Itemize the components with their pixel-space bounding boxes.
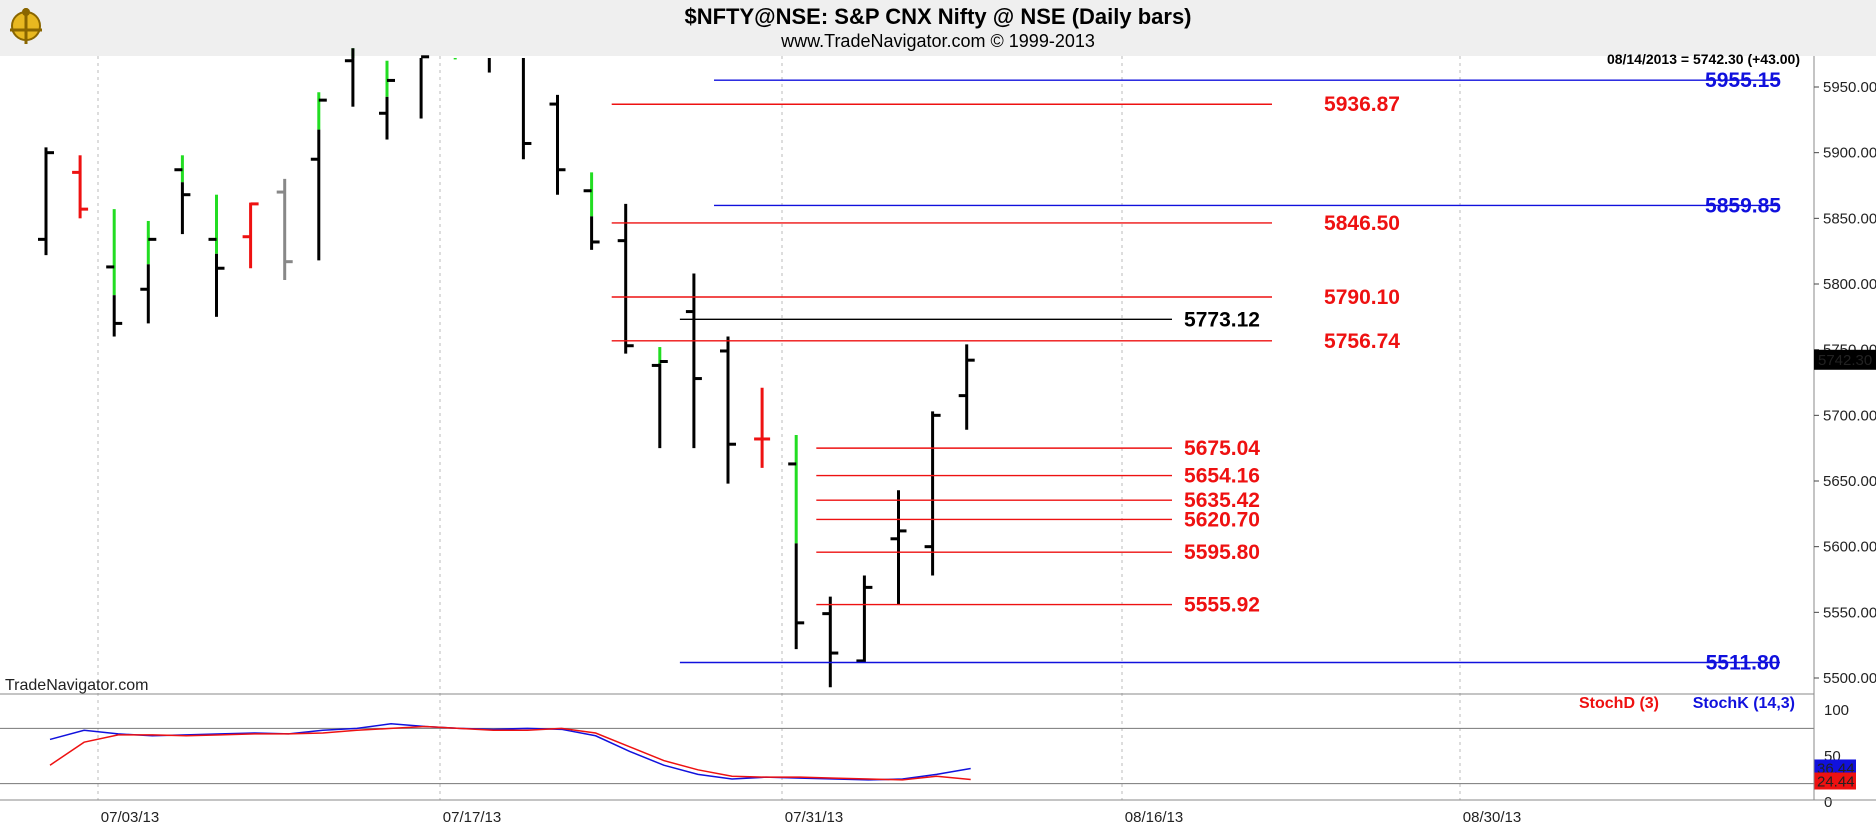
ohlc-bar (822, 596, 839, 688)
ohlc-bar (754, 387, 771, 468)
stochd-legend: StochD (3) (1579, 695, 1659, 712)
ohlc-bar (310, 92, 327, 261)
ohlc-bar (521, 58, 532, 160)
level-label: 5936.87 (1324, 93, 1400, 116)
level-label: 5846.50 (1324, 212, 1400, 235)
stochk-value-tag (1814, 759, 1856, 777)
ohlc-bar (38, 147, 54, 256)
x-tick-label: 07/31/13 (785, 809, 843, 826)
level-line-group: 5773.12 (679, 308, 1260, 331)
price-tick-label: 5700.00 (1823, 407, 1876, 424)
level-label: 5620.70 (1184, 508, 1260, 531)
ohlc-bar (276, 178, 293, 281)
ohlc-bar (72, 155, 89, 219)
ohlc-bar (106, 209, 123, 337)
stoch-axis-label: 100 (1824, 702, 1849, 719)
level-label: 5511.80 (1706, 652, 1781, 675)
level-line-group: 5654.16 (816, 465, 1260, 488)
level-label: 5555.92 (1184, 594, 1260, 617)
ohlc-bar (958, 344, 975, 430)
price-tick-label: 5500.00 (1823, 670, 1876, 687)
ohlc-bar (140, 220, 157, 324)
ohlc-bar (549, 94, 566, 195)
ohlc-bar (856, 575, 873, 663)
price-tick-label: 5850.00 (1823, 210, 1876, 227)
chart-header (0, 0, 1876, 56)
last-price-label: 5742.30 (1818, 352, 1872, 369)
ohlc-bar (924, 411, 941, 576)
ohlc-bar (685, 273, 702, 449)
ohlc-bar (208, 194, 225, 317)
price-tick-label: 5800.00 (1823, 276, 1876, 293)
chart-title: $NFTY@NSE: S&P CNX Nifty @ NSE (Daily ba… (684, 4, 1192, 29)
trade-navigator-logo-icon (10, 8, 42, 44)
level-label: 5635.42 (1184, 489, 1260, 512)
price-tick-label: 5650.00 (1823, 473, 1876, 490)
level-label: 5675.04 (1184, 437, 1260, 460)
stochd-value-tag (1814, 772, 1856, 790)
ohlc-bar (890, 490, 907, 605)
level-label: 5595.80 (1184, 541, 1260, 564)
watermark-label: TradeNavigator.com (5, 677, 148, 694)
ohlc-bar (720, 336, 736, 484)
level-label: 5790.10 (1324, 286, 1400, 309)
level-line-group: 5635.42 (816, 489, 1260, 512)
level-line-group: 5675.04 (816, 437, 1260, 460)
level-line-group: 5595.80 (816, 541, 1260, 564)
stochk-line (49, 723, 971, 781)
stochk-legend: StochK (14,3) (1693, 695, 1795, 712)
level-line-group: 5859.85 (714, 194, 1781, 217)
x-tick-label: 07/17/13 (443, 809, 501, 826)
ohlc-bar (788, 435, 805, 650)
ohlc-bar (344, 48, 355, 107)
level-line-group: 5756.74 (611, 330, 1400, 353)
stochd-line (49, 725, 971, 781)
last-quote-label: 08/14/2013 = 5742.30 (+43.00) (1607, 51, 1800, 67)
ohlc-bar (242, 202, 259, 269)
price-tick-label: 5550.00 (1823, 604, 1876, 621)
level-line-group: 5846.50 (611, 212, 1400, 235)
x-tick-label: 08/16/13 (1125, 809, 1183, 826)
x-tick-label: 08/30/13 (1463, 809, 1521, 826)
level-label: 5773.12 (1184, 308, 1260, 331)
level-label: 5756.74 (1324, 330, 1400, 353)
level-line-group: 5936.87 (611, 93, 1400, 116)
chart-subtitle: www.TradeNavigator.com © 1999-2013 (781, 31, 1095, 51)
level-line-group: 5620.70 (816, 508, 1260, 531)
level-label: 5859.85 (1705, 194, 1781, 217)
level-line-group: 5955.15 (714, 69, 1781, 92)
level-label: 5955.15 (1705, 69, 1781, 92)
ohlc-bar (419, 55, 430, 119)
stochd-value-label: 24.44 (1817, 774, 1855, 791)
ohlc-bar (651, 347, 668, 449)
price-tick-label: 5950.00 (1823, 79, 1876, 96)
x-tick-label: 07/03/13 (101, 809, 159, 826)
stoch-axis-label: 0 (1824, 794, 1832, 811)
level-line-group: 5511.80 (679, 652, 1781, 675)
level-line-group: 5790.10 (611, 286, 1400, 309)
last-price-tag (1814, 349, 1876, 370)
ohlc-bar (583, 172, 600, 250)
level-line-group: 5555.92 (816, 594, 1260, 617)
ohlc-bar (379, 60, 395, 140)
price-tick-label: 5600.00 (1823, 539, 1876, 556)
price-tick-label: 5900.00 (1823, 145, 1876, 162)
level-label: 5654.16 (1184, 465, 1260, 488)
ohlc-bar (617, 203, 634, 354)
ohlc-bar (174, 155, 191, 235)
